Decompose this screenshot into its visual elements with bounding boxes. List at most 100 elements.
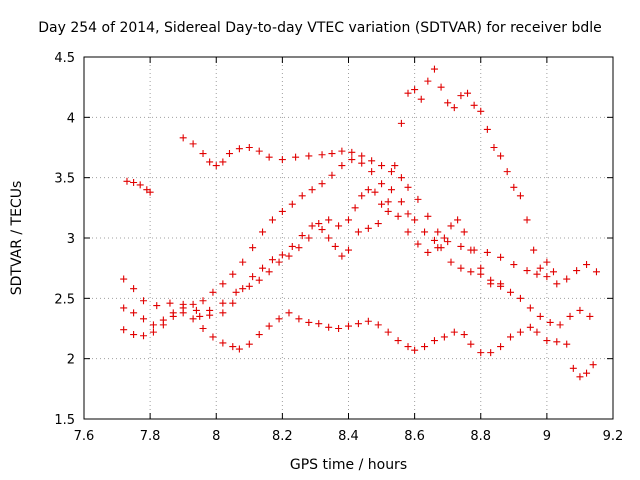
data-point: [348, 148, 356, 156]
data-point: [414, 195, 422, 203]
data-point: [278, 207, 286, 215]
data-point: [308, 186, 316, 194]
data-point: [348, 156, 356, 164]
data-point: [374, 321, 382, 329]
data-point: [159, 321, 167, 329]
data-point: [225, 150, 233, 158]
x-tick-label: 7.6: [74, 429, 95, 444]
data-point: [371, 188, 379, 196]
data-point: [477, 270, 485, 278]
data-point: [232, 288, 240, 296]
data-point: [328, 171, 336, 179]
data-point: [430, 236, 438, 244]
data-point: [384, 207, 392, 215]
data-point: [358, 152, 366, 160]
x-tick-label: 7.8: [140, 429, 161, 444]
chart-title: Day 254 of 2014, Sidereal Day-to-day VTE…: [38, 20, 602, 36]
data-point: [255, 331, 263, 339]
data-point: [543, 273, 551, 281]
data-point: [487, 349, 495, 357]
series-track-e-middle: [196, 186, 505, 320]
data-point: [328, 150, 336, 158]
data-point: [417, 95, 425, 103]
data-point: [354, 228, 362, 236]
y-tick-label: 4: [67, 111, 75, 126]
data-point: [169, 312, 177, 320]
data-point: [219, 339, 227, 347]
data-point: [153, 302, 161, 310]
data-point: [318, 180, 326, 188]
data-point: [146, 188, 154, 196]
y-tick-label: 3.5: [54, 172, 75, 187]
data-point: [523, 267, 531, 275]
data-point: [229, 343, 237, 351]
data-point: [576, 306, 584, 314]
data-point: [424, 77, 432, 85]
data-point: [338, 252, 346, 260]
data-point: [120, 326, 128, 334]
data-point: [404, 210, 412, 218]
data-point: [530, 246, 538, 254]
data-point: [497, 152, 505, 160]
data-point: [189, 315, 197, 323]
x-tick-label: 8.4: [338, 429, 359, 444]
data-point: [189, 140, 197, 148]
data-point: [404, 89, 412, 97]
data-point: [536, 312, 544, 320]
data-point: [120, 275, 128, 283]
data-point: [384, 198, 392, 206]
data-point: [199, 150, 207, 158]
data-point: [589, 361, 597, 369]
data-point: [460, 228, 468, 236]
data-point: [470, 101, 478, 109]
y-tick-label: 4.5: [54, 51, 75, 66]
data-point: [364, 317, 372, 325]
data-point: [140, 297, 148, 305]
data-point: [239, 285, 247, 293]
data-point: [265, 268, 273, 276]
data-point: [437, 83, 445, 91]
data-point: [335, 325, 343, 332]
data-point: [345, 216, 352, 224]
data-point: [275, 258, 283, 266]
data-point: [249, 273, 257, 281]
data-point: [516, 328, 524, 336]
data-point: [368, 157, 376, 165]
x-tick-label: 8.6: [404, 429, 425, 444]
data-point: [136, 181, 144, 189]
data-point: [586, 312, 594, 320]
data-point: [206, 306, 214, 314]
y-tick-label: 3: [67, 232, 75, 247]
data-point: [440, 234, 448, 242]
data-point: [364, 186, 372, 194]
data-point: [295, 244, 303, 252]
data-point: [460, 331, 468, 339]
data-point: [592, 268, 600, 276]
data-point: [305, 152, 313, 160]
data-point: [378, 162, 386, 170]
data-point: [235, 345, 243, 353]
data-point: [510, 183, 518, 191]
data-point: [454, 216, 462, 224]
data-point: [358, 192, 366, 200]
data-point: [447, 258, 455, 266]
data-point: [464, 89, 472, 97]
data-point: [288, 200, 296, 208]
data-point: [430, 337, 438, 345]
x-tick-label: 9.2: [603, 429, 624, 444]
data-point: [483, 248, 491, 256]
data-point: [268, 216, 276, 224]
data-point: [209, 333, 217, 341]
y-tick-label: 2: [67, 353, 75, 368]
data-point: [444, 99, 452, 107]
data-point: [354, 320, 362, 328]
data-point: [219, 299, 227, 307]
data-point: [255, 147, 263, 155]
data-point: [235, 145, 243, 153]
data-point: [576, 373, 584, 381]
data-point: [292, 153, 300, 161]
data-point: [331, 242, 339, 250]
x-axis-label: GPS time / hours: [289, 457, 408, 473]
data-point: [510, 261, 518, 269]
data-point: [285, 309, 293, 317]
